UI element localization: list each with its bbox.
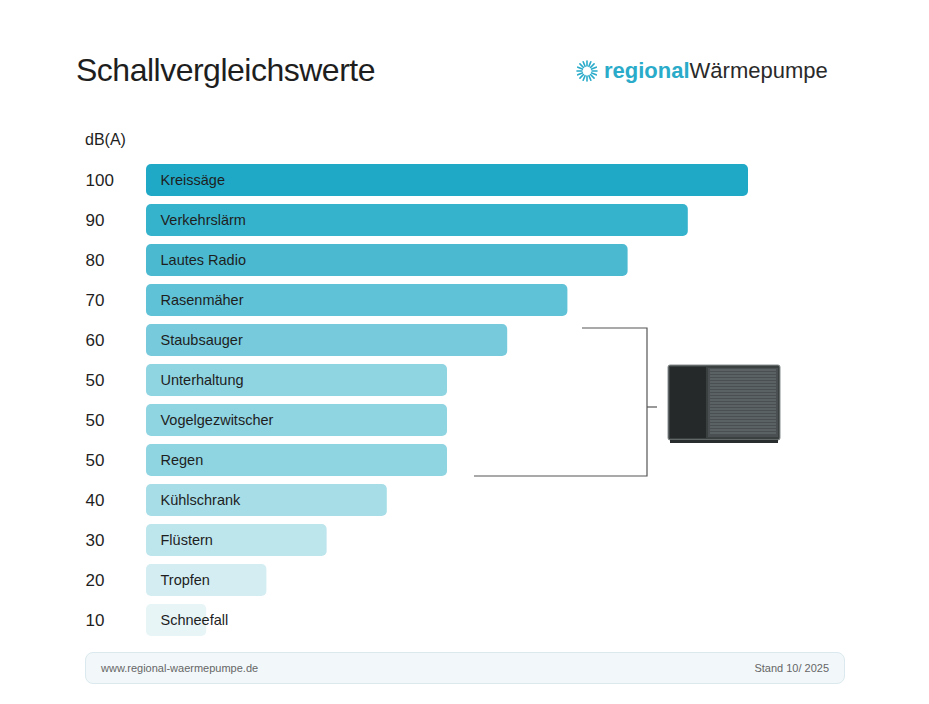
- svg-text:Kreissäge: Kreissäge: [161, 172, 225, 188]
- svg-text:Kühlschrank: Kühlschrank: [161, 492, 242, 508]
- svg-text:Flüstern: Flüstern: [161, 532, 213, 548]
- svg-text:40: 40: [86, 491, 105, 510]
- svg-text:60: 60: [86, 331, 105, 350]
- svg-text:Schneefall: Schneefall: [161, 612, 229, 628]
- svg-text:Regen: Regen: [161, 452, 204, 468]
- svg-text:30: 30: [86, 531, 105, 550]
- svg-text:20: 20: [86, 571, 105, 590]
- html-text:Stand 10/ 2025: Stand 10/ 2025: [754, 662, 829, 674]
- svg-text:Rasenmäher: Rasenmäher: [161, 292, 244, 308]
- svg-text:Verkehrslärm: Verkehrslärm: [161, 212, 246, 228]
- html-text:regional Wärmepumpe: regional Wärmepumpe: [604, 58, 828, 83]
- svg-text:Lautes Radio: Lautes Radio: [161, 252, 246, 268]
- svg-text:Vogelgezwitscher: Vogelgezwitscher: [161, 412, 274, 428]
- html-text:dB(A): dB(A): [85, 131, 126, 148]
- svg-text:Unterhaltung: Unterhaltung: [161, 372, 244, 388]
- svg-text:80: 80: [86, 251, 105, 270]
- svg-text:50: 50: [86, 411, 105, 430]
- svg-text:50: 50: [86, 451, 105, 470]
- html-text:Schallvergleichswerte: Schallvergleichswerte: [76, 52, 375, 88]
- html-text:www.regional-waermepumpe.de: www.regional-waermepumpe.de: [101, 662, 259, 674]
- svg-text:90: 90: [86, 211, 105, 230]
- svg-text:Tropfen: Tropfen: [161, 572, 210, 588]
- svg-text:50: 50: [86, 371, 105, 390]
- svg-text:70: 70: [86, 291, 105, 310]
- svg-text:100: 100: [86, 171, 114, 190]
- svg-text:10: 10: [86, 611, 105, 630]
- svg-text:Staubsauger: Staubsauger: [161, 332, 243, 348]
